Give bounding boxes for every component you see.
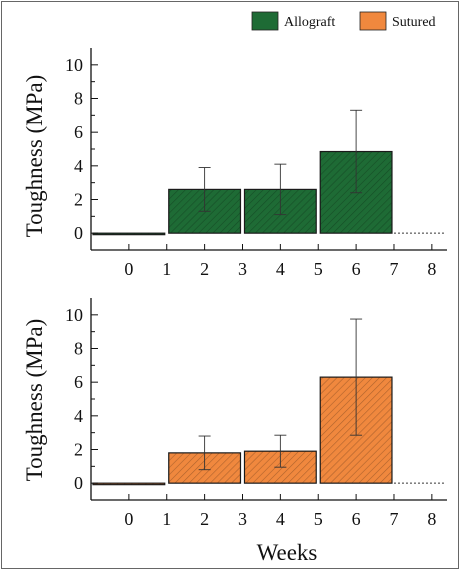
error-bar-sutured-3: [350, 318, 363, 436]
legend-swatch-sutured: [359, 11, 387, 31]
y-axis-title-allograft: Toughness (MPa): [22, 75, 47, 238]
x-tick-label-allograft-5: 5: [314, 259, 323, 279]
x-tick-label-sutured-4: 4: [276, 509, 285, 529]
x-tick-label-sutured-2: 2: [200, 509, 209, 529]
bar-sutured-0: [92, 482, 166, 486]
x-tick-label-sutured-1: 1: [162, 509, 171, 529]
y-tick-label-allograft-2: 2: [74, 190, 83, 210]
y-tick-label-allograft-6: 6: [74, 122, 83, 142]
y-tick-label-sutured-10: 10: [65, 305, 83, 325]
y-axis-title-sutured: Toughness (MPa): [22, 319, 47, 482]
x-tick-label-sutured-5: 5: [314, 509, 323, 529]
error-bar-sutured-2: [274, 434, 287, 468]
x-tick-label-allograft-1: 1: [162, 259, 171, 279]
x-tick-label-sutured-8: 8: [427, 509, 436, 529]
x-tick-label-allograft-6: 6: [352, 259, 361, 279]
legend-swatch-allograft: [251, 11, 279, 31]
x-tick-label-sutured-7: 7: [389, 509, 398, 529]
y-tick-label-sutured-0: 0: [74, 473, 83, 493]
error-bar-allograft-3: [350, 109, 363, 194]
y-tick-label-allograft-8: 8: [74, 89, 83, 109]
x-tick-label-allograft-8: 8: [427, 259, 436, 279]
x-tick-label-allograft-4: 4: [276, 259, 285, 279]
panel-sutured: 0 2 4 6 8 10 0 1 2 3 4 5 6 7 8 Toughness (MPa) Weeks: [22, 298, 447, 565]
y-tick-label-allograft-10: 10: [65, 55, 83, 75]
panel-allograft: 0 2 4 6 8 10 0 1 2 3 4 5 6 7 8 Toughness (MPa): [22, 48, 447, 279]
y-tick-label-sutured-2: 2: [74, 440, 83, 460]
error-bar-allograft-1: [198, 167, 211, 212]
y-tick-label-allograft-4: 4: [74, 156, 83, 176]
y-tick-label-sutured-6: 6: [74, 372, 83, 392]
error-bar-allograft-2: [274, 163, 287, 216]
y-tick-label-sutured-4: 4: [74, 406, 83, 426]
bar-allograft-0: [92, 232, 166, 236]
x-tick-label-allograft-0: 0: [124, 259, 133, 279]
y-tick-label-allograft-0: 0: [74, 223, 83, 243]
x-tick-label-allograft-7: 7: [389, 259, 398, 279]
x-tick-label-sutured-0: 0: [124, 509, 133, 529]
y-tick-label-sutured-8: 8: [74, 339, 83, 359]
error-bar-sutured-1: [198, 435, 211, 471]
x-tick-label-sutured-3: 3: [238, 509, 247, 529]
legend: Allograft Sutured: [251, 11, 436, 31]
x-tick-label-allograft-3: 3: [238, 259, 247, 279]
legend-label-allograft: Allograft: [284, 15, 335, 30]
legend-label-sutured: Sutured: [392, 15, 436, 30]
x-tick-label-allograft-2: 2: [200, 259, 209, 279]
x-axis-title: Weeks: [257, 540, 318, 565]
x-tick-label-sutured-6: 6: [352, 509, 361, 529]
